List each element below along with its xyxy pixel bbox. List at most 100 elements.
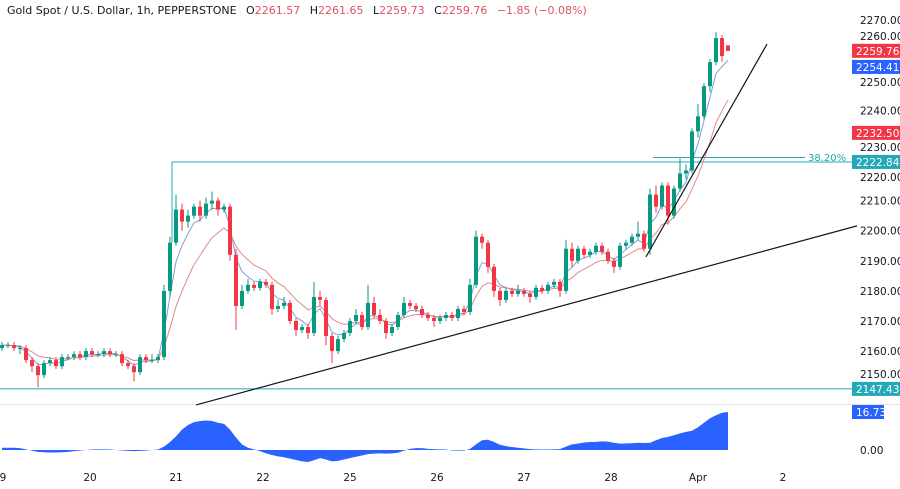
candle-body <box>108 351 112 355</box>
candle-body <box>294 321 298 331</box>
candle <box>312 281 316 337</box>
oscillator-area <box>2 412 728 463</box>
oscillator-label-background <box>852 405 884 420</box>
candle-body <box>504 290 508 300</box>
candle-body <box>558 281 562 291</box>
candle-body <box>12 345 16 349</box>
candle <box>372 296 376 318</box>
candle <box>90 348 94 358</box>
candle-body <box>216 200 220 210</box>
high-value: H2261.65 <box>310 4 364 17</box>
price-axis-tick: 2150.00 <box>860 369 900 381</box>
low-label: L <box>373 4 380 17</box>
candle-body <box>48 360 52 364</box>
price-label-background <box>852 125 900 140</box>
low-value: L2259.73 <box>373 4 425 17</box>
candle <box>648 188 652 255</box>
candle-body <box>516 290 520 294</box>
price-label-text: 2254.41 <box>856 62 899 74</box>
candle <box>438 314 442 325</box>
price-axis-tick: 2170.00 <box>860 316 900 328</box>
candle-body <box>162 290 166 358</box>
candle <box>318 290 322 306</box>
candle-body <box>720 38 724 57</box>
time-axis-tick: 21 <box>169 472 182 484</box>
candle-body <box>336 339 340 352</box>
candle-body <box>648 194 652 249</box>
price-label: 2222.84 <box>852 154 900 169</box>
candle-body <box>60 357 64 367</box>
oscillator-axis-tick: 0.00 <box>860 445 883 457</box>
candle <box>378 308 382 325</box>
time-axis-tick: Apr <box>689 472 708 484</box>
candle-body <box>30 360 34 367</box>
candle <box>420 305 424 318</box>
candle <box>528 290 532 303</box>
trendline <box>195 225 858 406</box>
time-axis-tick: 2 <box>780 472 787 484</box>
candle <box>714 32 718 66</box>
candle <box>678 158 682 192</box>
candle <box>432 314 436 328</box>
candle <box>390 324 394 337</box>
candle-body <box>300 327 304 331</box>
candle-body <box>402 302 406 315</box>
candle <box>504 287 508 303</box>
candle <box>348 317 352 337</box>
candle <box>618 242 622 270</box>
candle-body <box>714 38 718 63</box>
candle-body <box>240 290 244 306</box>
candle <box>270 281 274 315</box>
candle-body <box>168 242 172 291</box>
candle <box>156 354 160 364</box>
candle-body <box>576 248 580 261</box>
candle-body <box>348 321 352 334</box>
candle-body <box>78 354 82 358</box>
fast-moving-average-line <box>2 59 729 367</box>
candle <box>108 348 112 358</box>
candle <box>300 324 304 334</box>
candle <box>60 354 64 370</box>
time-axis-tick: 26 <box>430 472 444 484</box>
candle-body <box>582 248 586 255</box>
candle-body <box>264 281 268 285</box>
candle <box>702 83 706 120</box>
candle <box>402 296 406 318</box>
candle-body <box>600 245 604 252</box>
candle-body <box>6 345 10 347</box>
candle <box>30 357 34 373</box>
candle-body <box>498 290 502 300</box>
symbol-title[interactable]: Gold Spot / U.S. Dollar, 1h, PEPPERSTONE <box>7 4 237 17</box>
price-axis-tick: 2200.00 <box>860 226 900 238</box>
high-price: 2261.65 <box>318 4 364 17</box>
candle-body <box>330 336 334 352</box>
close-label: C <box>434 4 442 17</box>
candle-body <box>726 45 730 51</box>
price-axis-tick: 2260.00 <box>860 31 900 43</box>
candle <box>630 233 634 246</box>
candle <box>336 336 340 355</box>
candle <box>252 281 256 291</box>
price-label-text: 2222.84 <box>856 157 900 169</box>
candle-body <box>150 360 154 362</box>
candle-body <box>372 302 376 315</box>
price-label-text: 2259.76 <box>856 46 900 58</box>
candle-body <box>366 302 370 328</box>
price-label-background <box>852 381 900 396</box>
candle-body <box>126 363 130 367</box>
candle <box>18 345 22 355</box>
candle-body <box>84 351 88 358</box>
candle-body <box>228 206 232 255</box>
candle-body <box>666 185 670 216</box>
candle <box>84 348 88 361</box>
candle <box>726 45 730 51</box>
price-label-background <box>852 154 900 169</box>
candle-body <box>432 317 436 321</box>
candle-body <box>660 185 664 207</box>
candle <box>522 287 526 297</box>
candle <box>246 278 250 294</box>
candle <box>624 239 628 249</box>
candle <box>198 200 202 222</box>
candle-body <box>462 308 466 312</box>
